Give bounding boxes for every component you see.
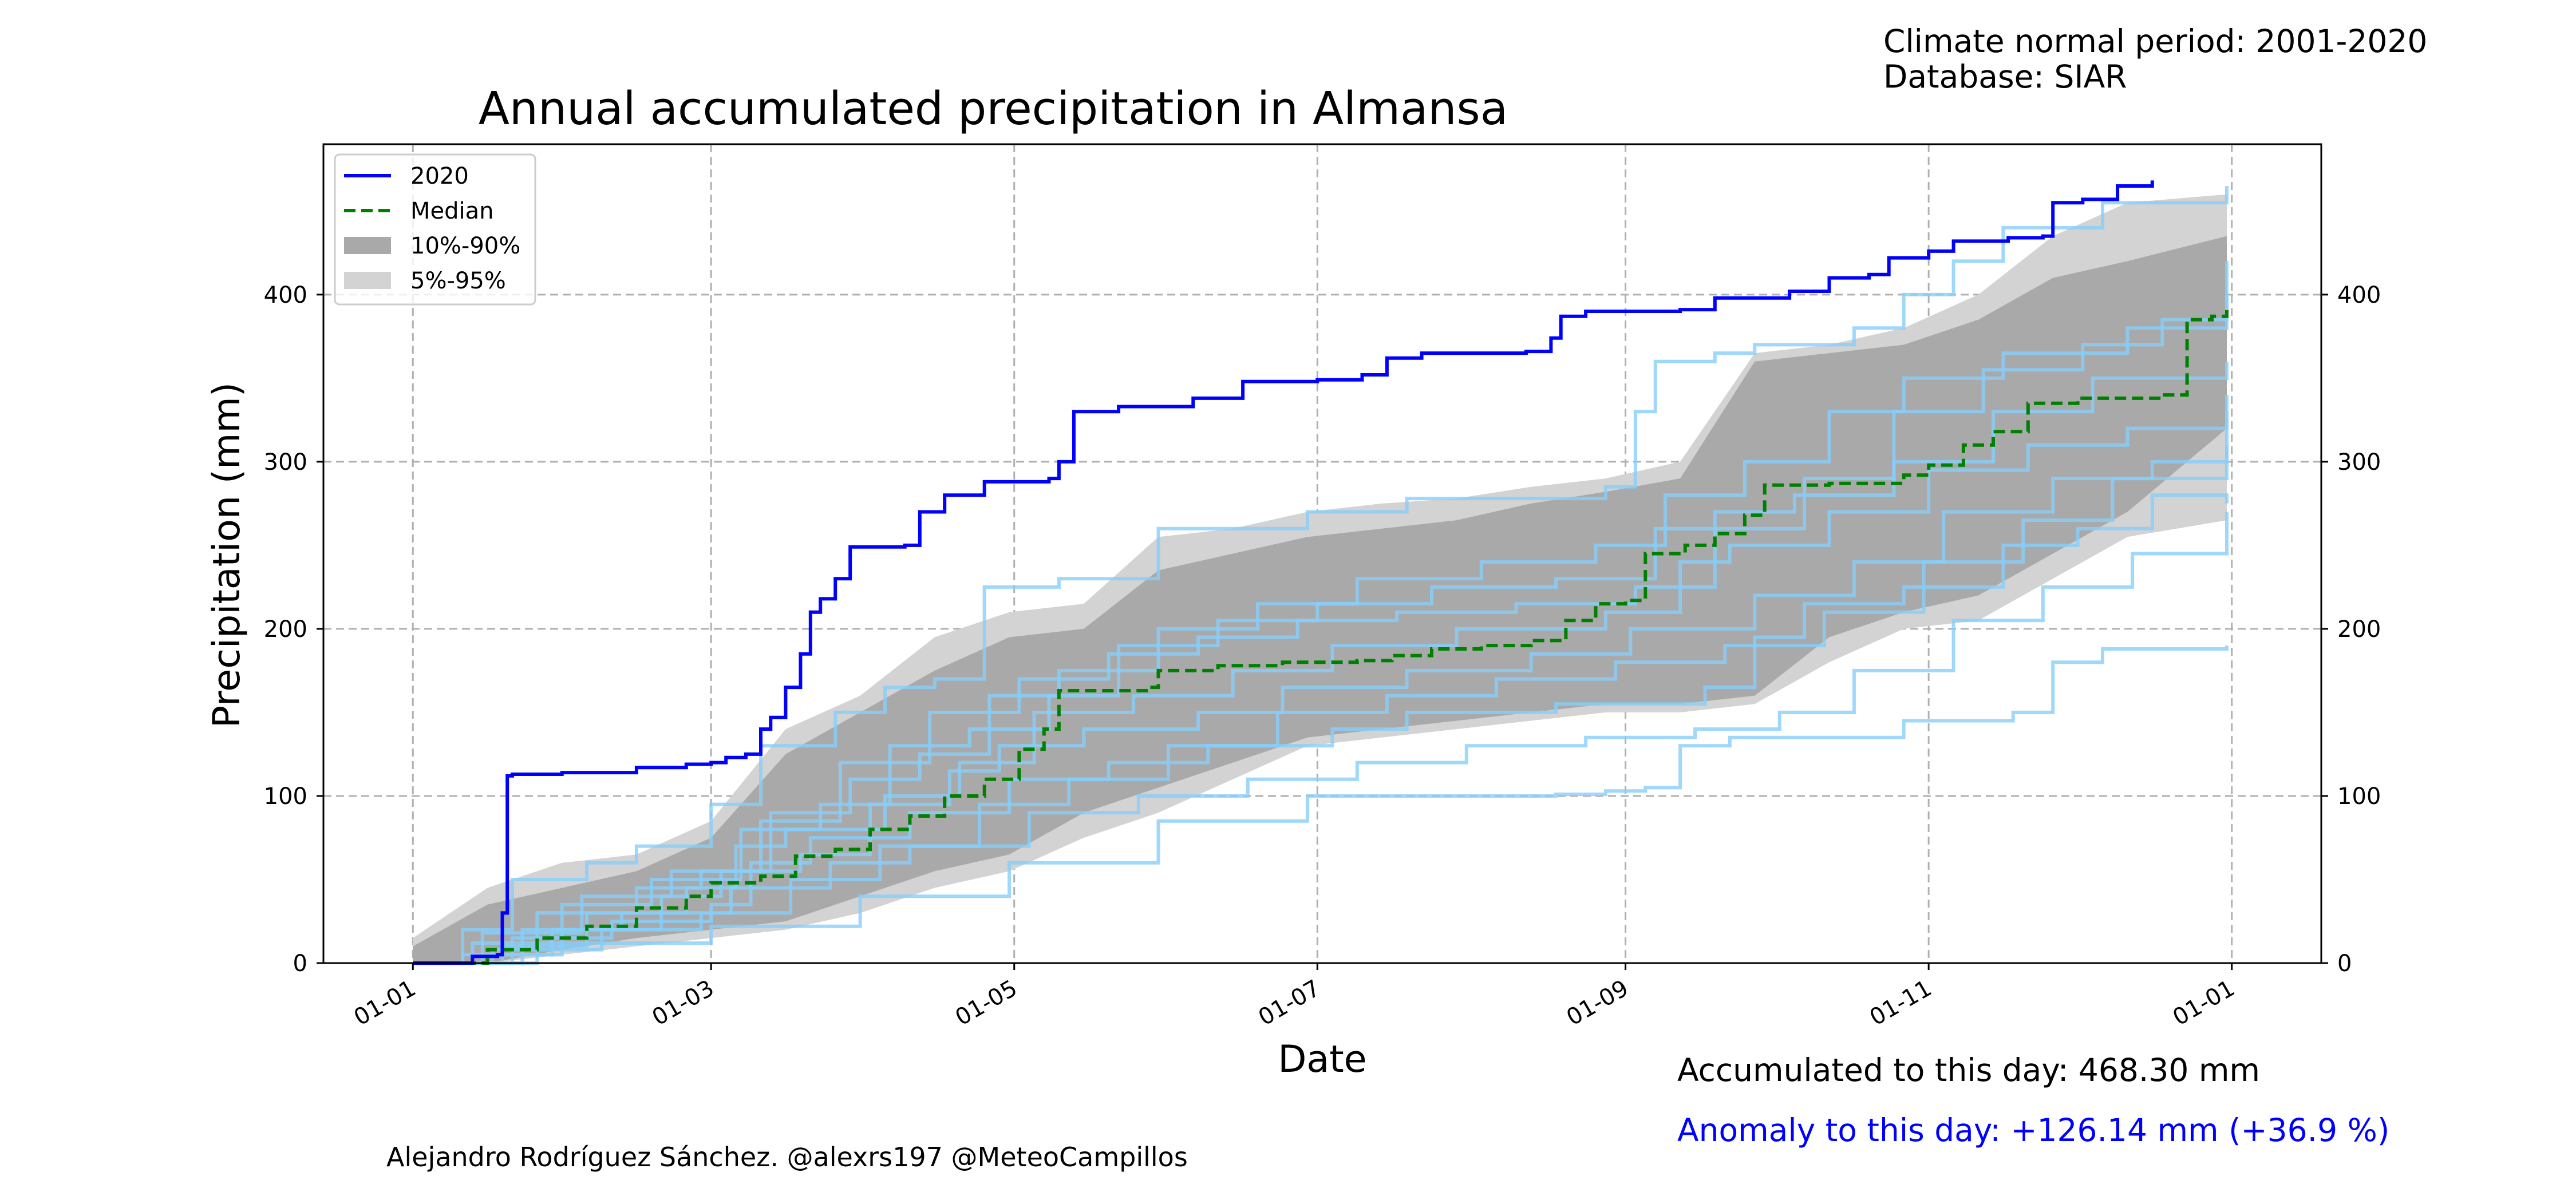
- database-note: Database: SIAR: [1883, 58, 2127, 95]
- x-tick-label: 01-11: [1865, 975, 1936, 1031]
- current-year-line: [413, 180, 2154, 965]
- climate-year-line: [413, 512, 2229, 965]
- legend-swatch: [344, 237, 391, 254]
- climate-year-line: [413, 445, 2229, 965]
- legend-box: [334, 153, 536, 306]
- y-tick-label: 400: [264, 282, 307, 308]
- legend-label: 2020: [410, 163, 469, 189]
- y-tick-label-right: 0: [2337, 950, 2352, 977]
- y-tick-label: 200: [264, 616, 307, 643]
- anomaly-note: Anomaly to this day: +126.14 mm (+36.9 %…: [1677, 1112, 2390, 1148]
- y-tick-label-right: 100: [2337, 783, 2381, 810]
- climate-year-lines: [413, 186, 2229, 965]
- axes: [317, 143, 2328, 970]
- accumulated-note: Accumulated to this day: 468.30 mm: [1677, 1052, 2261, 1088]
- climate-year-line: [413, 493, 2229, 965]
- legend-label: 10%-90%: [410, 233, 520, 259]
- current-year-series: [413, 180, 2154, 965]
- legend: 2020 Median 10%-90% 5%-95%: [334, 153, 536, 306]
- legend-label: Median: [410, 198, 494, 224]
- legend-label: 5%-95%: [410, 268, 506, 294]
- x-tick-label: 01-01: [2168, 975, 2239, 1031]
- y-tick-label-right: 400: [2337, 282, 2381, 308]
- climate-period-note: Climate normal period: 2001-2020: [1883, 23, 2428, 60]
- y-tick-label: 300: [264, 449, 307, 476]
- x-tick-label: 01-01: [350, 975, 421, 1031]
- legend-swatch: [344, 272, 391, 289]
- y-tick-label-right: 200: [2337, 616, 2381, 643]
- climate-year-line: [413, 261, 2229, 965]
- climate-year-line: [413, 395, 2229, 965]
- author-credit: Alejandro Rodríguez Sánchez. @alexrs197 …: [386, 1142, 1188, 1173]
- x-tick-label: 01-05: [951, 975, 1022, 1031]
- y-tick-label: 0: [293, 950, 307, 977]
- climate-year-line: [413, 645, 2229, 965]
- percentile-bands: [413, 194, 2227, 964]
- plot-frame: [322, 143, 2322, 964]
- y-axis-label: Precipitation (mm): [206, 382, 248, 728]
- climate-year-line: [413, 186, 2229, 965]
- x-tick-label: 01-07: [1254, 975, 1325, 1031]
- y-tick-label: 100: [264, 783, 307, 810]
- x-tick-label: 01-03: [648, 975, 719, 1031]
- x-tick-label: 01-09: [1562, 975, 1633, 1031]
- band-10-90: [413, 236, 2227, 964]
- x-axis-label: Date: [1278, 1038, 1366, 1081]
- chart-title: Annual accumulated precipitation in Alma…: [479, 82, 1508, 135]
- y-tick-label-right: 300: [2337, 449, 2381, 476]
